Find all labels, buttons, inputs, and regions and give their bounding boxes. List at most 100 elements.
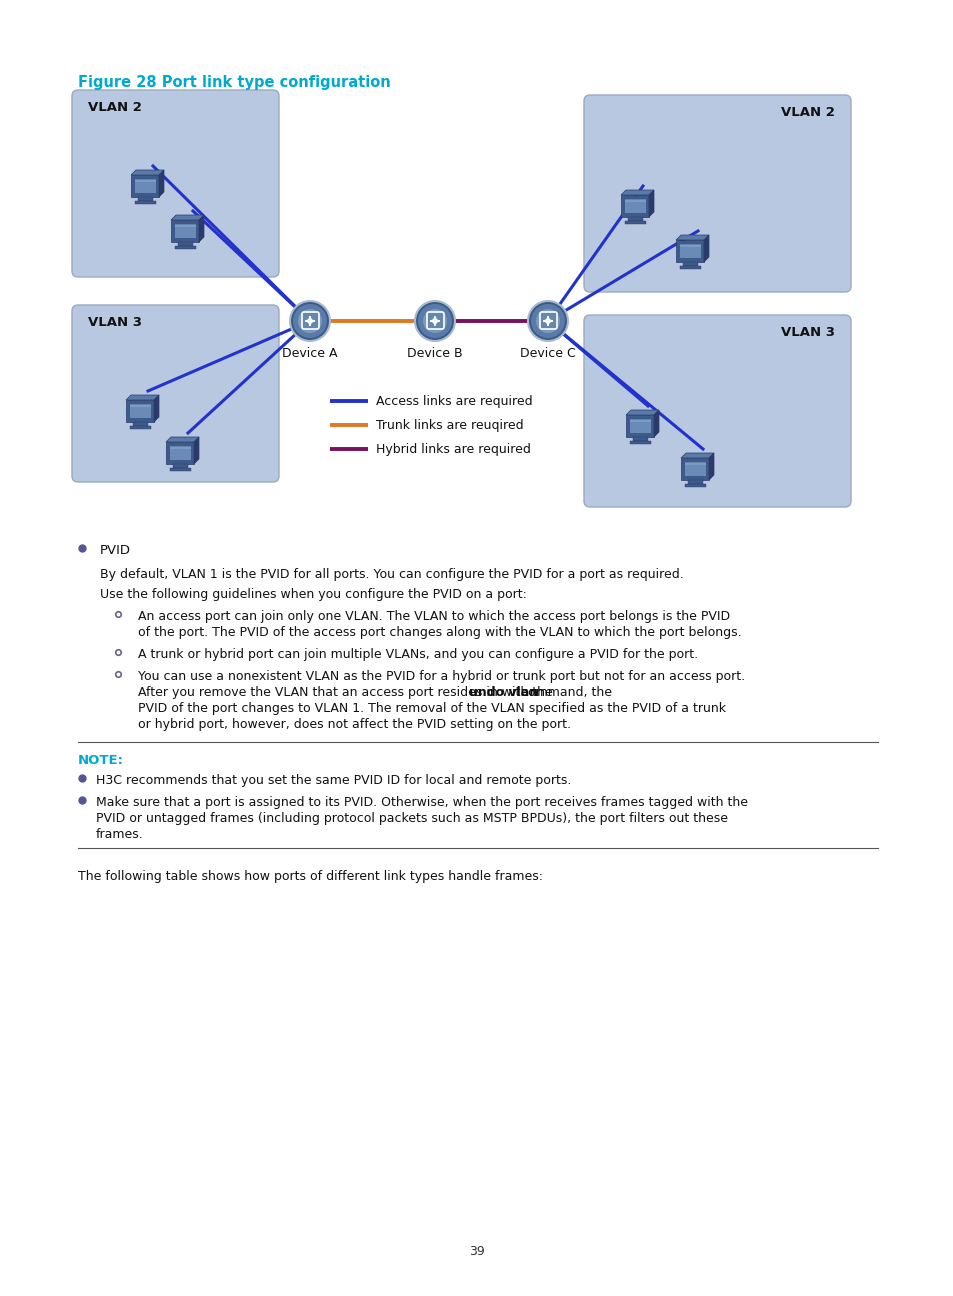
FancyBboxPatch shape (71, 89, 278, 277)
Text: Hybrid links are required: Hybrid links are required (375, 442, 530, 455)
Bar (629, 419, 650, 422)
Polygon shape (153, 395, 159, 422)
Bar (627, 216, 642, 222)
Polygon shape (654, 410, 659, 437)
Bar (682, 262, 698, 266)
Polygon shape (708, 454, 713, 480)
Text: An access port can join only one VLAN. The VLAN to which the access port belongs: An access port can join only one VLAN. T… (138, 610, 729, 623)
Polygon shape (648, 191, 654, 216)
Polygon shape (620, 191, 654, 194)
Polygon shape (703, 235, 708, 262)
Text: VLAN 3: VLAN 3 (88, 316, 142, 329)
Text: frames.: frames. (96, 828, 144, 841)
Bar (126, 400, 153, 422)
FancyBboxPatch shape (71, 305, 278, 482)
FancyBboxPatch shape (539, 312, 557, 329)
Polygon shape (680, 454, 713, 457)
Text: PVID or untagged frames (including protocol packets such as MSTP BPDUs), the por: PVID or untagged frames (including proto… (96, 813, 727, 826)
Bar (624, 222, 645, 224)
Text: or hybrid port, however, does not affect the PVID setting on the port.: or hybrid port, however, does not affect… (138, 718, 571, 731)
Text: You can use a nonexistent VLAN as the PVID for a hybrid or trunk port but not fo: You can use a nonexistent VLAN as the PV… (138, 670, 744, 683)
FancyBboxPatch shape (583, 315, 850, 507)
Text: of the port. The PVID of the access port changes along with the VLAN to which th: of the port. The PVID of the access port… (138, 626, 740, 639)
Text: H3C recommends that you set the same PVID ID for local and remote ports.: H3C recommends that you set the same PVI… (96, 774, 571, 787)
Bar (679, 266, 700, 270)
Bar (629, 420, 650, 433)
Circle shape (415, 301, 455, 341)
Bar (624, 200, 645, 213)
Bar (130, 404, 151, 419)
Bar (178, 242, 193, 246)
Polygon shape (199, 215, 204, 242)
Text: Device B: Device B (407, 347, 462, 360)
Circle shape (527, 301, 567, 341)
Circle shape (290, 301, 330, 341)
Bar (166, 442, 193, 464)
Text: 39: 39 (469, 1245, 484, 1258)
Bar (684, 463, 705, 476)
Text: Access links are required: Access links are required (375, 394, 532, 407)
FancyBboxPatch shape (302, 312, 318, 329)
Text: Make sure that a port is assigned to its PVID. Otherwise, when the port receives: Make sure that a port is assigned to its… (96, 796, 747, 809)
Circle shape (531, 305, 564, 338)
Text: After you remove the VLAN that an access port resides in with the: After you remove the VLAN that an access… (138, 686, 557, 699)
FancyBboxPatch shape (427, 312, 443, 329)
Bar (679, 244, 700, 248)
Bar (135, 179, 156, 181)
Bar (624, 200, 645, 202)
Bar (171, 220, 199, 242)
Text: PVID of the port changes to VLAN 1. The removal of the VLAN specified as the PVI: PVID of the port changes to VLAN 1. The … (138, 702, 725, 715)
Text: NOTE:: NOTE: (78, 754, 124, 767)
Bar (174, 224, 195, 227)
Bar (132, 422, 148, 426)
Text: The following table shows how ports of different link types handle frames:: The following table shows how ports of d… (78, 870, 542, 883)
Polygon shape (159, 170, 164, 197)
Bar (676, 240, 703, 262)
Bar (680, 457, 708, 480)
Circle shape (536, 308, 559, 333)
Text: Trunk links are reuqired: Trunk links are reuqired (375, 419, 523, 432)
Circle shape (417, 305, 452, 338)
Bar (131, 175, 159, 197)
Bar (684, 483, 705, 487)
Text: VLAN 2: VLAN 2 (88, 101, 142, 114)
Text: PVID: PVID (100, 544, 131, 557)
Bar (130, 404, 151, 407)
Bar (170, 446, 191, 448)
Text: command, the: command, the (517, 686, 612, 699)
Text: undo vlan: undo vlan (469, 686, 537, 699)
Bar (135, 201, 156, 203)
Bar (174, 226, 195, 238)
Circle shape (293, 305, 327, 338)
Bar (684, 461, 705, 465)
Circle shape (297, 308, 322, 333)
Bar (170, 468, 191, 470)
Polygon shape (676, 235, 708, 240)
Polygon shape (171, 215, 204, 220)
Bar (633, 437, 647, 441)
Polygon shape (131, 170, 164, 175)
Bar (629, 441, 650, 445)
Bar (679, 245, 700, 258)
Bar (138, 197, 152, 201)
Text: By default, VLAN 1 is the PVID for all ports. You can configure the PVID for a p: By default, VLAN 1 is the PVID for all p… (100, 568, 683, 581)
Bar (620, 194, 648, 216)
Text: A trunk or hybrid port can join multiple VLANs, and you can configure a PVID for: A trunk or hybrid port can join multiple… (138, 648, 698, 661)
Polygon shape (193, 437, 199, 464)
Polygon shape (126, 395, 159, 400)
Bar (172, 464, 188, 468)
Bar (687, 480, 702, 483)
Bar (135, 180, 156, 193)
Bar (174, 246, 195, 249)
FancyBboxPatch shape (583, 95, 850, 292)
Bar (130, 426, 151, 429)
Text: Device C: Device C (519, 347, 576, 360)
Polygon shape (625, 410, 659, 415)
Text: Figure 28 Port link type configuration: Figure 28 Port link type configuration (78, 75, 391, 89)
Bar (170, 447, 191, 460)
Text: Device A: Device A (282, 347, 337, 360)
Text: VLAN 3: VLAN 3 (781, 327, 834, 340)
Polygon shape (166, 437, 199, 442)
Circle shape (422, 308, 447, 333)
Text: VLAN 2: VLAN 2 (781, 106, 834, 119)
